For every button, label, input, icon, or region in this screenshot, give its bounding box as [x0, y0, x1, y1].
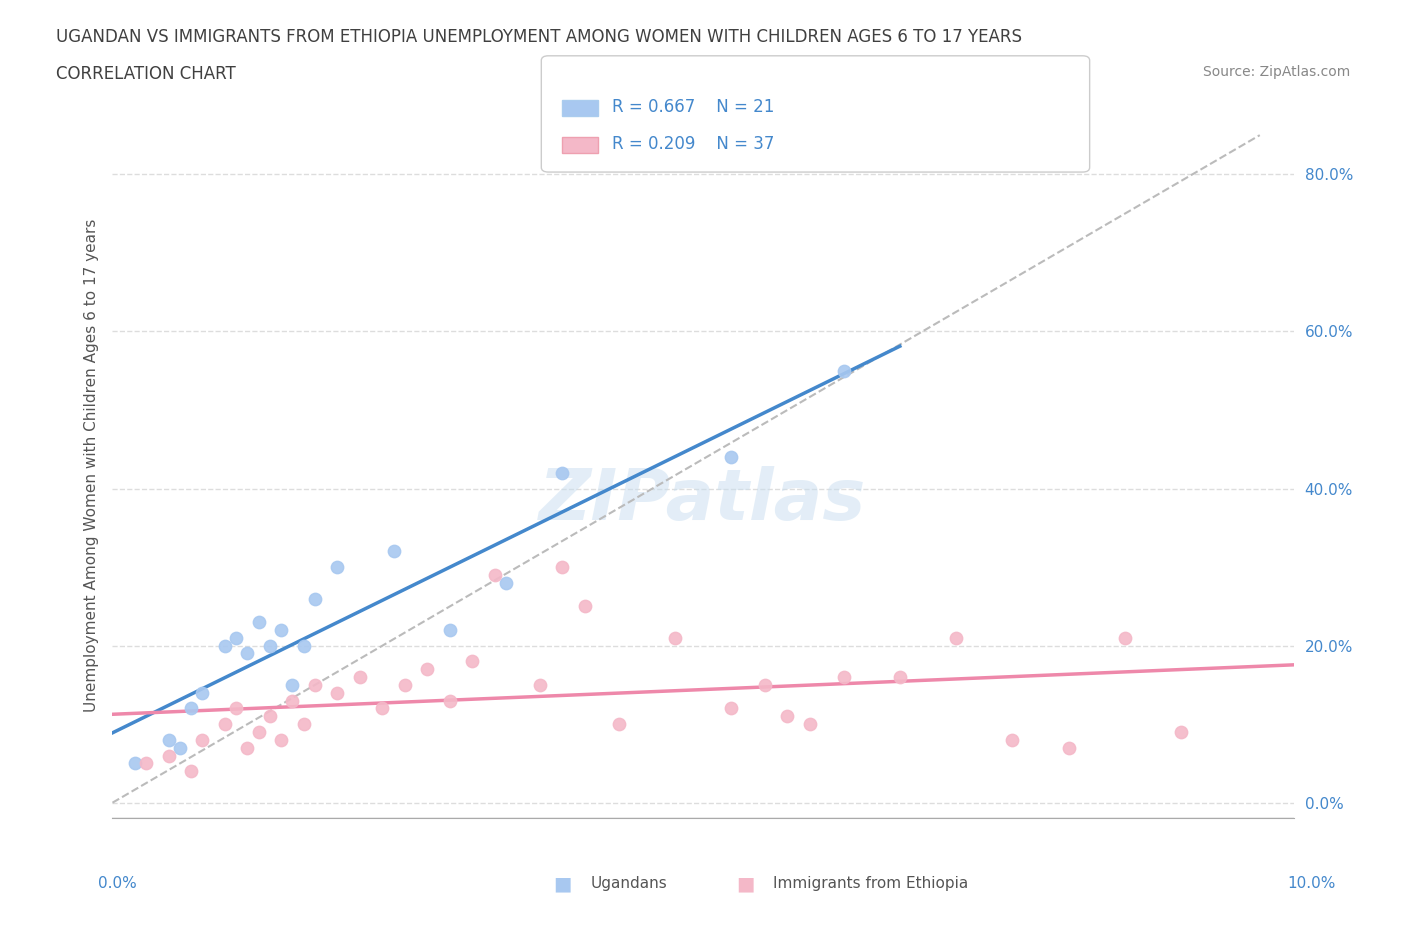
Point	[439, 693, 461, 708]
Y-axis label: Unemployment Among Women with Children Ages 6 to 17 years: Unemployment Among Women with Children A…	[83, 219, 98, 711]
Point	[191, 733, 214, 748]
Point	[529, 677, 551, 692]
Point	[292, 638, 315, 653]
Point	[1170, 724, 1192, 739]
Point	[326, 560, 349, 575]
Point	[1114, 631, 1136, 645]
Point	[180, 764, 202, 778]
Text: Source: ZipAtlas.com: Source: ZipAtlas.com	[1202, 65, 1350, 79]
Point	[754, 677, 776, 692]
Point	[889, 670, 911, 684]
Point	[236, 740, 259, 755]
Point	[247, 724, 270, 739]
Point	[832, 670, 855, 684]
Point	[281, 677, 304, 692]
Point	[124, 756, 146, 771]
Point	[484, 567, 506, 582]
Point	[236, 646, 259, 661]
Text: ■: ■	[735, 874, 755, 893]
Point	[214, 717, 236, 732]
Text: UGANDAN VS IMMIGRANTS FROM ETHIOPIA UNEMPLOYMENT AMONG WOMEN WITH CHILDREN AGES : UGANDAN VS IMMIGRANTS FROM ETHIOPIA UNEM…	[56, 28, 1022, 46]
Text: ■: ■	[553, 874, 572, 893]
Text: R = 0.667    N = 21: R = 0.667 N = 21	[612, 98, 773, 116]
Point	[371, 701, 394, 716]
Point	[799, 717, 821, 732]
Text: CORRELATION CHART: CORRELATION CHART	[56, 65, 236, 83]
Point	[607, 717, 630, 732]
Point	[382, 544, 405, 559]
Text: 10.0%: 10.0%	[1288, 876, 1336, 891]
Point	[720, 450, 742, 465]
Point	[1001, 733, 1024, 748]
Text: 0.0%: 0.0%	[98, 876, 138, 891]
Point	[720, 701, 742, 716]
Point	[157, 733, 180, 748]
Point	[776, 709, 799, 724]
Point	[270, 622, 292, 637]
Point	[169, 740, 191, 755]
Point	[945, 631, 967, 645]
Point	[394, 677, 416, 692]
Point	[304, 591, 326, 606]
Point	[495, 576, 517, 591]
Point	[461, 654, 484, 669]
Point	[551, 465, 574, 480]
Point	[281, 693, 304, 708]
Point	[832, 364, 855, 379]
Point	[292, 717, 315, 732]
Point	[574, 599, 596, 614]
Point	[259, 638, 281, 653]
Point	[416, 662, 439, 677]
Point	[349, 670, 371, 684]
Point	[270, 733, 292, 748]
Text: R = 0.209    N = 37: R = 0.209 N = 37	[612, 135, 773, 153]
Point	[135, 756, 157, 771]
Point	[439, 622, 461, 637]
Point	[551, 560, 574, 575]
Point	[225, 631, 247, 645]
Point	[225, 701, 247, 716]
Text: Immigrants from Ethiopia: Immigrants from Ethiopia	[773, 876, 969, 891]
Point	[191, 685, 214, 700]
Point	[664, 631, 686, 645]
Text: ZIPatlas: ZIPatlas	[540, 466, 866, 535]
Point	[259, 709, 281, 724]
Point	[247, 615, 270, 630]
Point	[1057, 740, 1080, 755]
Point	[157, 748, 180, 763]
Point	[214, 638, 236, 653]
Point	[326, 685, 349, 700]
Point	[304, 677, 326, 692]
Point	[180, 701, 202, 716]
Text: Ugandans: Ugandans	[591, 876, 668, 891]
